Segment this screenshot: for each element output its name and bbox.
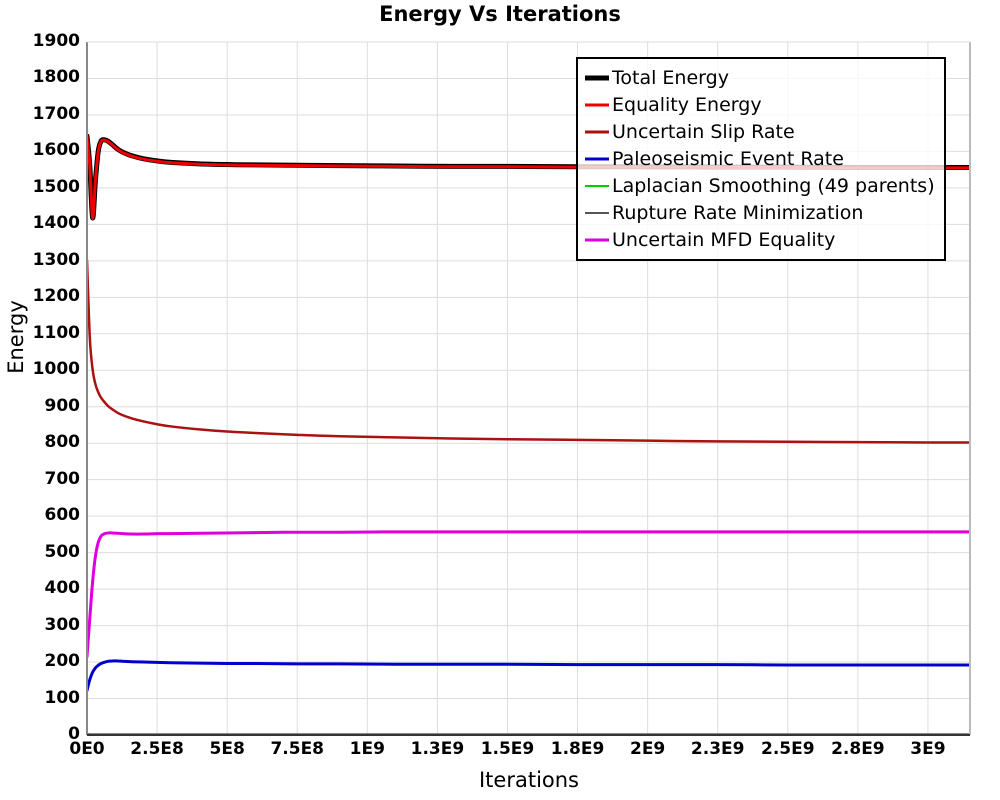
x-tick-label: 2.5E8 <box>130 739 184 759</box>
legend-color-swatch-icon <box>584 71 610 85</box>
x-axis-title: Iterations <box>478 768 580 792</box>
y-tick-label: 1900 <box>32 31 80 51</box>
chart-title: Energy Vs Iterations <box>379 2 621 26</box>
x-tick-label: 2E9 <box>629 739 666 759</box>
y-tick-label: 700 <box>44 468 81 489</box>
x-tick-label: 3E9 <box>910 739 946 759</box>
legend-item[interactable]: Equality Energy <box>584 91 938 118</box>
legend-item-label: Rupture Rate Minimization <box>612 201 864 224</box>
y-tick-label: 400 <box>44 578 81 599</box>
legend-item[interactable]: Uncertain Slip Rate <box>584 118 938 145</box>
legend-color-swatch-icon <box>584 206 610 220</box>
legend-color-swatch-icon <box>584 179 610 193</box>
legend-color-swatch-icon <box>584 98 610 112</box>
legend-item[interactable]: Total Energy <box>584 64 938 91</box>
x-tick-label: 0E0 <box>69 739 105 759</box>
y-tick-label: 1500 <box>32 176 80 197</box>
legend-item-label: Uncertain Slip Rate <box>612 120 795 143</box>
x-tick-label: 2.8E9 <box>831 739 885 759</box>
x-tick-label: 1.8E9 <box>550 739 605 759</box>
legend-color-swatch-icon <box>584 233 610 247</box>
legend-item[interactable]: Paleoseismic Event Rate <box>584 145 938 172</box>
y-tick-label: 1700 <box>32 103 80 124</box>
x-tick-label: 2.5E9 <box>761 739 815 759</box>
legend-item[interactable]: Rupture Rate Minimization <box>584 199 938 226</box>
x-tick-label: 5E8 <box>209 739 245 759</box>
legend-item[interactable]: Uncertain MFD Equality <box>584 226 938 253</box>
y-tick-label: 1800 <box>32 67 80 88</box>
y-tick-label: 500 <box>44 541 81 562</box>
y-tick-label: 600 <box>44 505 81 526</box>
y-tick-label: 800 <box>44 432 81 453</box>
y-tick-label: 1400 <box>32 213 80 234</box>
chart-legend: Total Energy Equality Energy Uncertain Sli… <box>576 57 946 261</box>
x-tick-label: 1.3E9 <box>410 739 465 759</box>
legend-item[interactable]: Laplacian Smoothing (49 parents) <box>584 172 938 199</box>
y-tick-label: 1100 <box>32 322 80 343</box>
series-line <box>87 258 970 444</box>
legend-item-label: Paleoseismic Event Rate <box>612 147 844 170</box>
x-tick-label: 2.3E9 <box>690 739 745 759</box>
x-tick-label: 1E9 <box>349 739 385 759</box>
axis-lines <box>86 41 971 736</box>
series-line <box>87 659 970 692</box>
series-line <box>87 530 970 659</box>
y-tick-label: 900 <box>44 395 81 416</box>
legend-color-swatch-icon <box>584 125 610 139</box>
y-tick-label: 0 <box>68 724 80 744</box>
y-tick-label: 1600 <box>32 140 80 161</box>
y-tick-label: 1000 <box>32 359 80 380</box>
y-tick-label: 300 <box>44 614 81 635</box>
y-tick-label: 100 <box>44 687 81 708</box>
y-tick-label: 1200 <box>32 286 80 307</box>
y-tick-label: 1300 <box>32 249 80 270</box>
x-tick-label: 7.5E8 <box>270 739 325 759</box>
legend-item-label: Equality Energy <box>612 93 762 116</box>
legend-color-swatch-icon <box>584 152 610 166</box>
legend-item-label: Total Energy <box>612 66 729 89</box>
legend-item-label: Laplacian Smoothing (49 parents) <box>612 174 935 197</box>
y-tick-label: 200 <box>44 651 81 672</box>
legend-item-label: Uncertain MFD Equality <box>612 228 836 251</box>
x-tick-label: 1.5E9 <box>480 739 535 759</box>
